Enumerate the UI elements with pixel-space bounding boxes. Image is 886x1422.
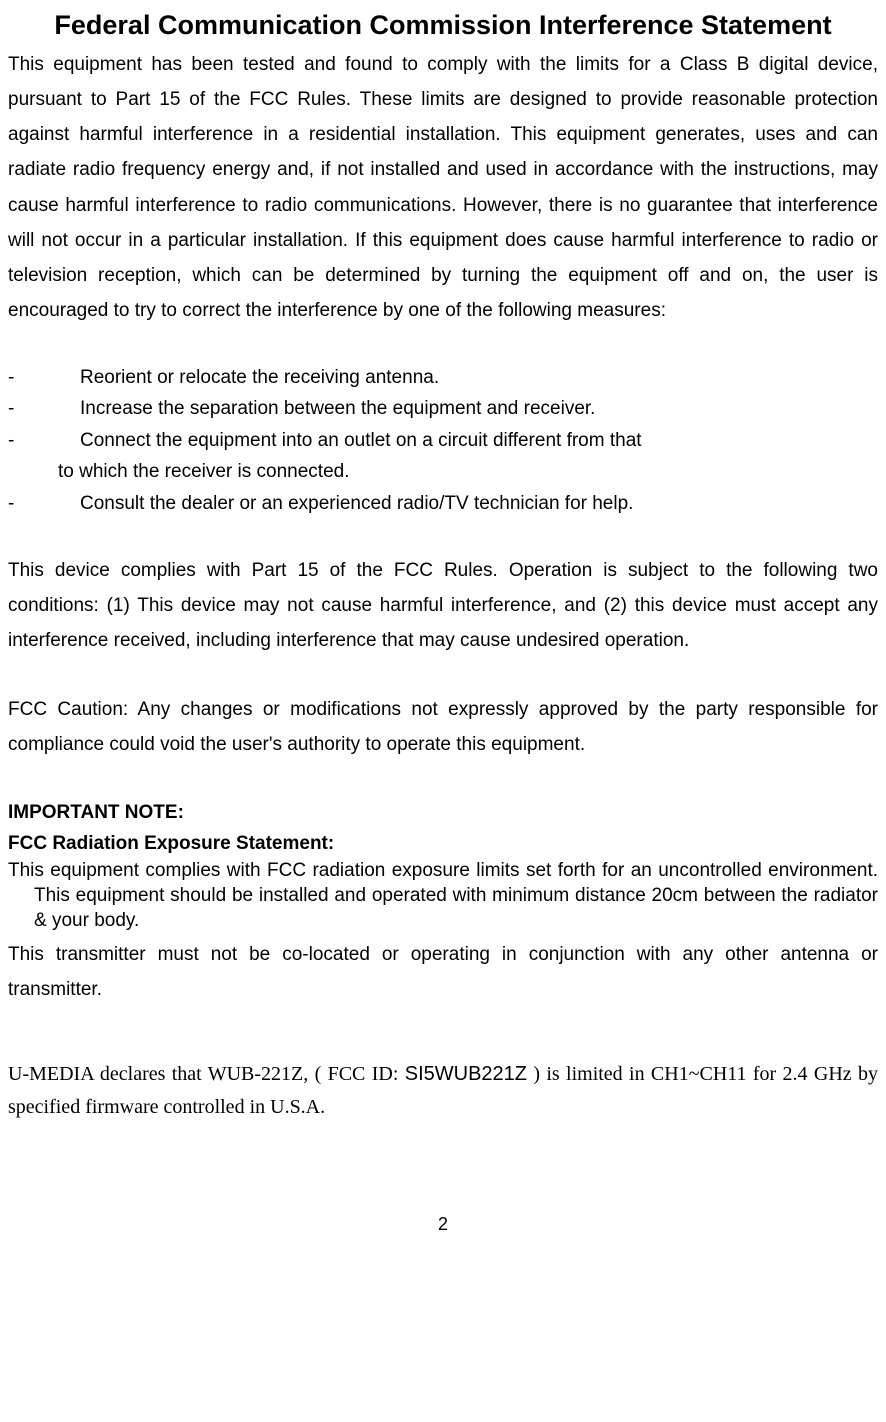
list-item: - Increase the separation between the eq…: [8, 393, 878, 424]
fcc-id: SI5WUB221Z: [405, 1063, 527, 1085]
transmitter-paragraph: This transmitter must not be co-located …: [8, 937, 878, 1007]
exposure-heading: FCC Radiation Exposure Statement:: [8, 828, 878, 859]
intro-paragraph: This equipment has been tested and found…: [8, 47, 878, 328]
list-dash: -: [8, 488, 80, 519]
caution-paragraph: FCC Caution: Any changes or modification…: [8, 692, 878, 762]
exposure-paragraph: This equipment complies with FCC radiati…: [8, 859, 878, 933]
list-dash: -: [8, 425, 80, 456]
list-text: Consult the dealer or an experienced rad…: [80, 488, 878, 519]
page-number: 2: [8, 1214, 878, 1235]
list-dash: -: [8, 362, 80, 393]
list-item: - Reorient or relocate the receiving ant…: [8, 362, 878, 393]
declaration-prefix: U-MEDIA declares that WUB-221Z, ( FCC ID…: [8, 1063, 405, 1085]
list-dash: -: [8, 393, 80, 424]
compliance-paragraph: This device complies with Part 15 of the…: [8, 553, 878, 658]
list-text: Increase the separation between the equi…: [80, 393, 878, 424]
list-text: Connect the equipment into an outlet on …: [80, 425, 878, 456]
declaration-paragraph: U-MEDIA declares that WUB-221Z, ( FCC ID…: [8, 1058, 878, 1124]
important-note-heading: IMPORTANT NOTE:: [8, 797, 878, 828]
list-text: Reorient or relocate the receiving anten…: [80, 362, 878, 393]
list-item: - Consult the dealer or an experienced r…: [8, 488, 878, 519]
list-continuation: to which the receiver is connected.: [8, 456, 878, 487]
document-title: Federal Communication Commission Interfe…: [8, 10, 878, 41]
measures-list: - Reorient or relocate the receiving ant…: [8, 362, 878, 519]
list-item: - Connect the equipment into an outlet o…: [8, 425, 878, 456]
